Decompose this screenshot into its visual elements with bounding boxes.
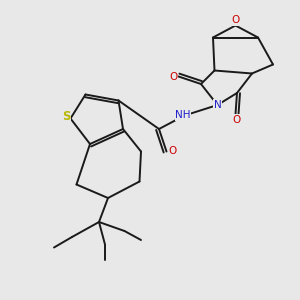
Text: O: O xyxy=(233,115,241,125)
Text: O: O xyxy=(231,15,240,25)
Text: N: N xyxy=(214,100,221,110)
Text: NH: NH xyxy=(175,110,191,121)
Text: O: O xyxy=(168,146,177,157)
Text: S: S xyxy=(62,110,70,124)
Text: O: O xyxy=(169,71,177,82)
